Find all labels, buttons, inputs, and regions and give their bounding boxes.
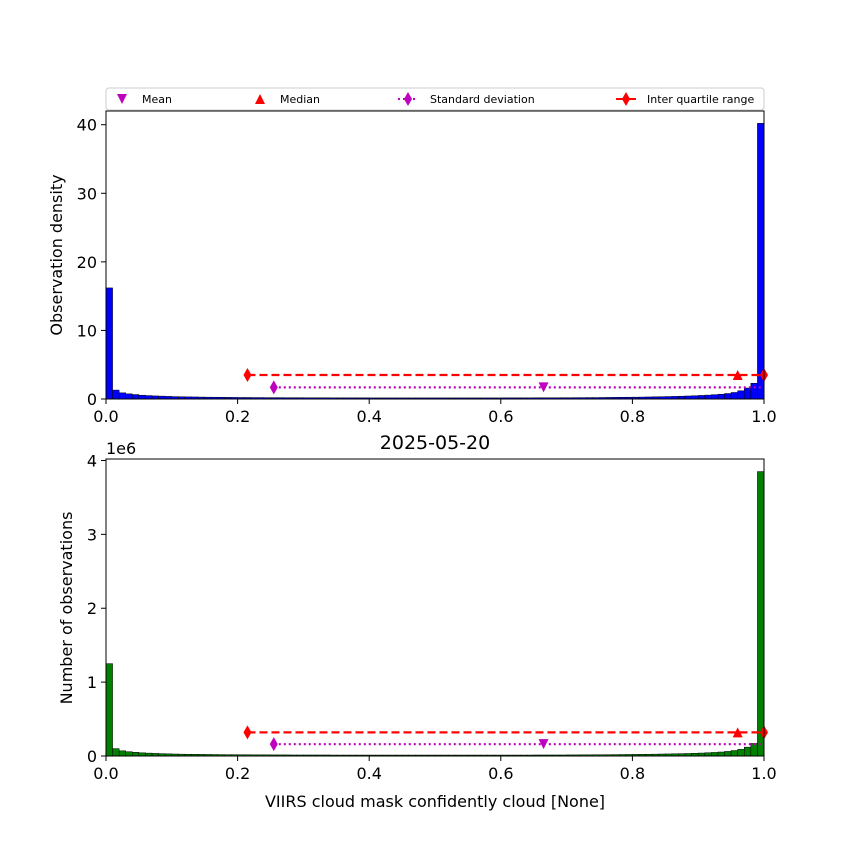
counts-title: 2025-05-20 — [380, 432, 490, 454]
counts-bar — [112, 748, 120, 757]
density-bar — [145, 395, 153, 400]
density-axes-frame — [105, 110, 765, 400]
density-bar — [138, 394, 146, 400]
legend-marker — [255, 94, 265, 104]
legend-item: Mean — [117, 93, 172, 106]
legend-label: Mean — [142, 93, 172, 106]
counts-y-tick-label: 3 — [87, 525, 97, 544]
density-bar — [757, 123, 765, 400]
counts-x-tick-label: 0.0 — [93, 764, 118, 783]
counts-bar — [118, 750, 126, 757]
density-y-axis: 0 10 20 30 40 — [77, 116, 106, 409]
counts-x-tick-label: 0.8 — [620, 764, 645, 783]
counts-iqr-low-marker — [243, 725, 252, 740]
counts-bar — [132, 752, 140, 757]
density-x-tick-label: 0.2 — [225, 407, 250, 426]
density-bar — [132, 394, 140, 400]
density-x-tick-label: 0.4 — [356, 407, 381, 426]
counts-x-tick-label: 1.0 — [751, 764, 776, 783]
density-panel: Observation density 0.0 0.2 0.4 0.6 0.8 1.0 0 1… — [47, 110, 777, 426]
counts-x-tick-label: 0.2 — [225, 764, 250, 783]
counts-y-scale-label: 1e6 — [106, 439, 136, 458]
density-x-tick-label: 0.6 — [488, 407, 513, 426]
density-bar — [697, 395, 706, 400]
counts-median-marker — [732, 727, 743, 738]
counts-y-tick-label: 4 — [87, 451, 97, 470]
counts-bar — [744, 746, 752, 757]
legend-frame — [105, 87, 765, 111]
density-bar — [112, 389, 120, 400]
counts-bar — [750, 743, 758, 757]
counts-bar — [724, 751, 732, 757]
density-y-tick-label: 40 — [77, 116, 97, 135]
counts-mean-marker — [538, 739, 549, 750]
legend-marker — [404, 92, 412, 106]
counts-x-tick-label: 0.6 — [488, 764, 513, 783]
density-bar — [717, 393, 725, 400]
counts-std-low-marker — [269, 737, 278, 752]
density-bar — [744, 387, 752, 400]
density-x-tick-label: 1.0 — [751, 407, 776, 426]
legend-item: Standard deviation — [398, 92, 535, 106]
density-x-axis: 0.0 0.2 0.4 0.6 0.8 1.0 — [93, 399, 777, 426]
legend-item: Inter quartile range — [616, 92, 754, 106]
density-x-tick-label: 0.8 — [620, 407, 645, 426]
counts-stats — [243, 725, 768, 752]
density-bar — [105, 287, 113, 400]
counts-bar — [125, 751, 133, 757]
counts-bar — [757, 471, 765, 757]
legend-marker — [622, 92, 630, 106]
density-bar — [125, 393, 133, 400]
counts-xlabel: VIIRS cloud mask confidently cloud [None… — [265, 792, 605, 811]
counts-x-tick-label: 0.4 — [356, 764, 381, 783]
legend-label: Inter quartile range — [647, 93, 754, 106]
density-bar — [118, 392, 126, 400]
density-bar — [704, 394, 712, 400]
counts-bar — [711, 752, 719, 757]
density-y-tick-label: 20 — [77, 253, 97, 272]
counts-y-axis: 0 1 2 3 4 — [87, 451, 106, 766]
counts-x-axis: 0.0 0.2 0.4 0.6 0.8 1.0 — [93, 756, 777, 783]
counts-axes-frame — [105, 458, 765, 757]
counts-ylabel: Number of observations — [57, 512, 76, 705]
density-y-tick-label: 30 — [77, 184, 97, 203]
legend: Mean Median Standard deviation Inter quarti… — [105, 87, 765, 111]
density-bar — [711, 394, 719, 400]
density-median-marker — [732, 370, 743, 380]
legend-item: Median — [255, 93, 320, 106]
counts-y-tick-label: 1 — [87, 673, 97, 692]
counts-bar — [105, 663, 113, 757]
density-bar — [750, 382, 758, 400]
density-x-tick-label: 0.0 — [93, 407, 118, 426]
counts-bar — [737, 749, 745, 757]
density-bar — [730, 392, 738, 400]
density-iqr-low-marker — [243, 368, 252, 382]
density-bar — [737, 390, 745, 400]
density-bar — [724, 393, 732, 400]
counts-panel: 2025-05-20 1e6 Number of observations VI… — [57, 432, 777, 811]
counts-bar — [717, 751, 725, 757]
legend-label: Median — [280, 93, 320, 106]
density-ylabel: Observation density — [47, 174, 66, 335]
density-mean-marker — [538, 382, 549, 393]
density-std-low-marker — [269, 380, 278, 395]
legend-label: Standard deviation — [430, 93, 535, 106]
density-y-tick-label: 0 — [87, 390, 97, 409]
legend-marker — [117, 94, 127, 104]
counts-y-tick-label: 0 — [87, 747, 97, 766]
counts-bar — [730, 750, 738, 757]
density-bars — [105, 123, 765, 400]
density-y-tick-label: 10 — [77, 321, 97, 340]
counts-y-tick-label: 2 — [87, 599, 97, 618]
